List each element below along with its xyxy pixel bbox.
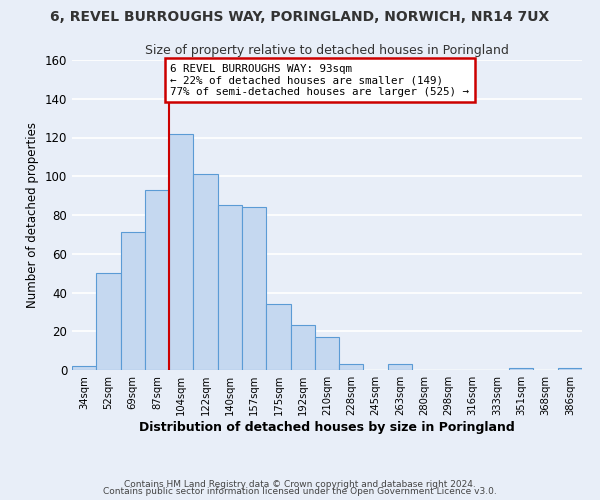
Bar: [96, 273, 121, 370]
Bar: [193, 174, 218, 370]
Text: 6, REVEL BURROUGHS WAY, PORINGLAND, NORWICH, NR14 7UX: 6, REVEL BURROUGHS WAY, PORINGLAND, NORW…: [50, 10, 550, 24]
Y-axis label: Number of detached properties: Number of detached properties: [26, 122, 39, 308]
X-axis label: Distribution of detached houses by size in Poringland: Distribution of detached houses by size …: [139, 421, 515, 434]
Title: Size of property relative to detached houses in Poringland: Size of property relative to detached ho…: [145, 44, 509, 58]
Bar: [315, 337, 339, 370]
Bar: [169, 134, 193, 370]
Bar: [242, 207, 266, 370]
Bar: [145, 190, 169, 370]
Bar: [266, 304, 290, 370]
Bar: [388, 364, 412, 370]
Bar: [218, 206, 242, 370]
Bar: [509, 368, 533, 370]
Bar: [290, 326, 315, 370]
Bar: [72, 366, 96, 370]
Text: Contains HM Land Registry data © Crown copyright and database right 2024.: Contains HM Land Registry data © Crown c…: [124, 480, 476, 489]
Bar: [121, 232, 145, 370]
Text: Contains public sector information licensed under the Open Government Licence v3: Contains public sector information licen…: [103, 488, 497, 496]
Text: 6 REVEL BURROUGHS WAY: 93sqm
← 22% of detached houses are smaller (149)
77% of s: 6 REVEL BURROUGHS WAY: 93sqm ← 22% of de…: [170, 64, 469, 97]
Bar: [558, 368, 582, 370]
Bar: [339, 364, 364, 370]
